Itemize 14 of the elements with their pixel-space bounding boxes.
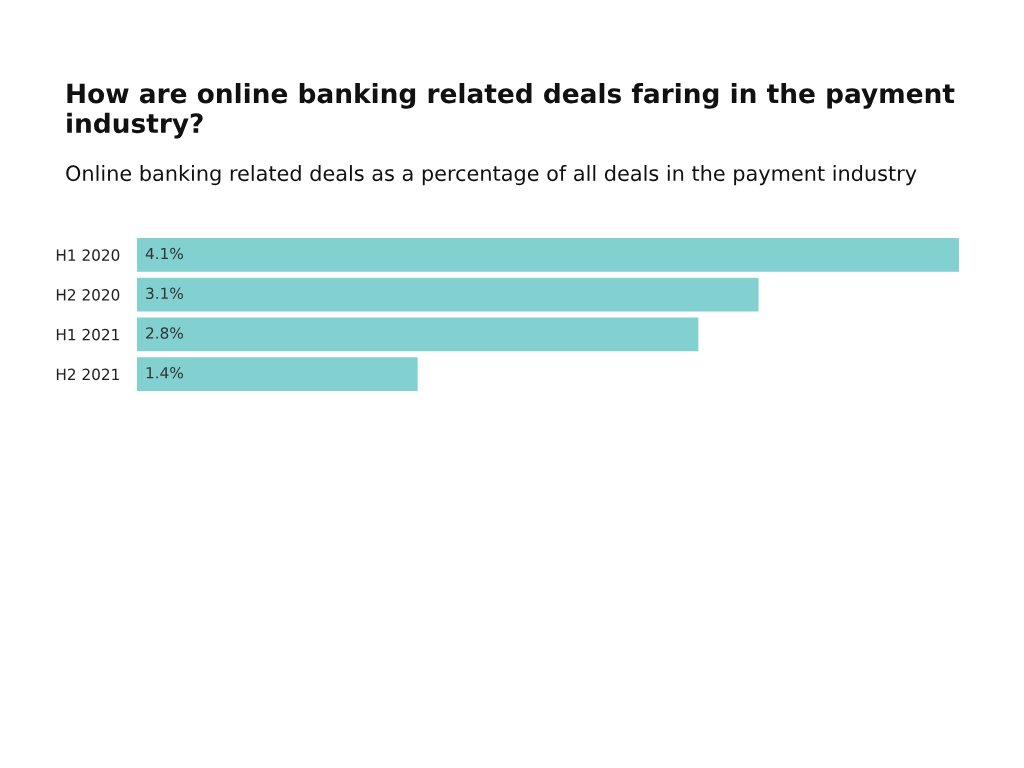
data-label: 1.4% — [146, 366, 183, 379]
bar — [137, 238, 959, 272]
y-tick-label: H2 2021 — [56, 368, 119, 381]
chart-subtitle: Online banking related deals as a percentage of all deals in the payment industry — [66, 165, 917, 186]
data-label: 3.1% — [146, 287, 183, 300]
bar — [137, 357, 418, 391]
bar — [137, 317, 699, 352]
data-label: 4.1% — [145, 247, 183, 260]
y-tick-label: H2 2020 — [56, 289, 120, 301]
bar — [137, 277, 759, 312]
chart-title: How are online banking related deals faring in the payment industry? — [67, 83, 955, 139]
y-tick-label: H1 2021 — [56, 328, 119, 341]
data-label: 2.8% — [146, 327, 183, 339]
y-tick-label: H1 2020 — [56, 249, 120, 261]
